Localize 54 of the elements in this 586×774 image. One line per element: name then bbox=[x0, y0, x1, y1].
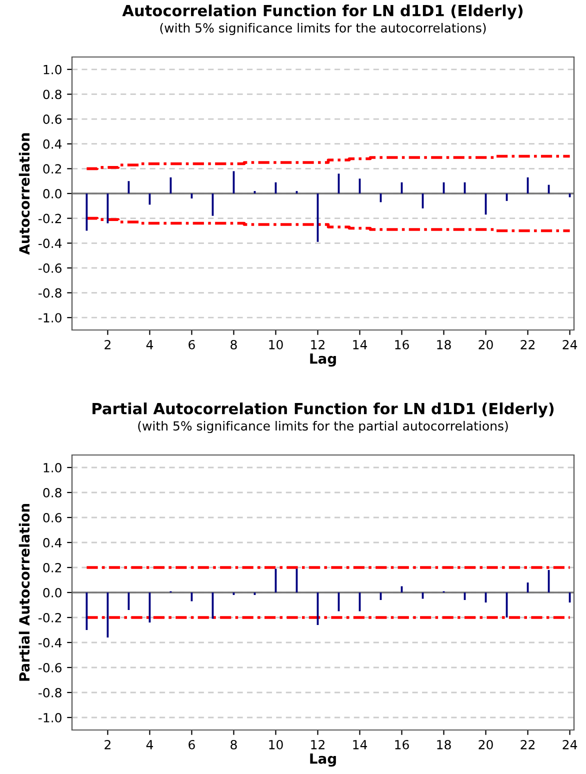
chart-title: Partial Autocorrelation Function for LN d1D1 (Elderly) bbox=[92, 402, 554, 418]
y-tick-label: -0.6 bbox=[38, 662, 62, 672]
x-tick-label: 16 bbox=[395, 340, 409, 350]
x-tick-label: 6 bbox=[188, 740, 195, 750]
y-tick-label: -0.4 bbox=[38, 638, 62, 648]
y-tick-label: 0.8 bbox=[43, 90, 62, 100]
y-tick-label: 0.6 bbox=[43, 512, 62, 522]
y-tick-label: 0.0 bbox=[43, 188, 62, 198]
x-tick-label: 8 bbox=[230, 740, 237, 750]
y-tick-label: 0.2 bbox=[43, 164, 62, 174]
x-tick-label: 16 bbox=[395, 740, 409, 750]
y-axis-title: Autocorrelation bbox=[18, 133, 30, 255]
y-tick-label: -0.8 bbox=[38, 288, 62, 298]
y-tick-label: 1.0 bbox=[44, 462, 62, 472]
x-tick-label: 2 bbox=[104, 340, 110, 350]
x-tick-label: 2 bbox=[104, 740, 110, 750]
x-tick-label: 12 bbox=[311, 740, 324, 750]
x-tick-label: 20 bbox=[478, 340, 493, 350]
y-tick-label: 0.4 bbox=[43, 538, 62, 548]
x-tick-label: 6 bbox=[188, 340, 195, 350]
x-tick-label: 10 bbox=[269, 740, 283, 750]
chart-title: Autocorrelation Function for LN d1D1 (Elderly) bbox=[122, 4, 523, 20]
y-tick-label: 0.4 bbox=[43, 139, 62, 149]
x-tick-label: 12 bbox=[311, 340, 324, 350]
x-tick-label: 8 bbox=[230, 340, 237, 350]
x-tick-label: 18 bbox=[437, 340, 451, 350]
y-tick-label: -0.2 bbox=[38, 214, 62, 224]
x-tick-label: 24 bbox=[562, 340, 578, 350]
x-tick-label: 14 bbox=[353, 340, 368, 350]
y-tick-label: 0.2 bbox=[43, 562, 62, 572]
y-tick-label: 0.6 bbox=[43, 114, 62, 124]
x-tick-label: 10 bbox=[269, 340, 283, 350]
x-axis-title: Lag bbox=[310, 754, 336, 767]
x-tick-label: 4 bbox=[146, 340, 153, 350]
x-tick-label: 14 bbox=[353, 740, 368, 750]
x-tick-label: 18 bbox=[437, 740, 451, 750]
x-tick-label: 22 bbox=[520, 740, 534, 750]
y-tick-label: 0.8 bbox=[43, 488, 62, 498]
x-axis-title: Lag bbox=[310, 354, 336, 367]
y-tick-label: -1.0 bbox=[38, 313, 62, 323]
y-tick-label: 0.0 bbox=[43, 588, 62, 598]
y-tick-label: -0.6 bbox=[38, 263, 62, 273]
chart-subtitle: (with 5% significance limits for the partial autocorrelations) bbox=[138, 420, 508, 434]
y-tick-label: -0.4 bbox=[38, 238, 62, 248]
x-tick-label: 24 bbox=[562, 740, 578, 750]
x-tick-label: 20 bbox=[478, 740, 493, 750]
x-tick-label: 22 bbox=[520, 340, 534, 350]
y-axis-title: Partial Autocorrelation bbox=[18, 504, 30, 681]
chart-subtitle: (with 5% significance limits for the autocorrelations) bbox=[160, 22, 486, 36]
y-tick-label: -1.0 bbox=[38, 712, 62, 722]
y-tick-label: 1.0 bbox=[44, 64, 62, 74]
y-tick-label: -0.8 bbox=[38, 688, 62, 698]
y-tick-label: -0.2 bbox=[38, 612, 62, 622]
x-tick-label: 4 bbox=[146, 740, 153, 750]
